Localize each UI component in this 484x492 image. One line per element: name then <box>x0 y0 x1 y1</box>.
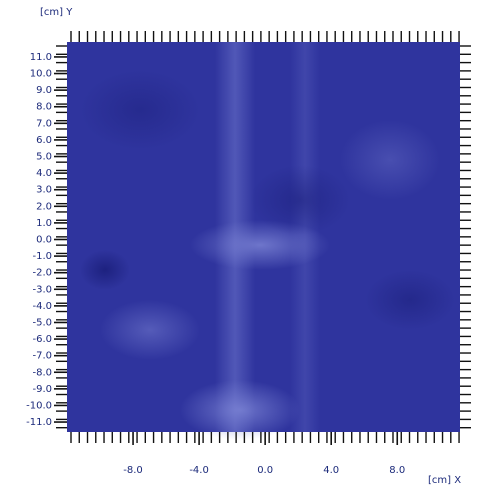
y-tick-label: -4.0 <box>32 301 52 312</box>
x-tick-label: -8.0 <box>123 465 143 476</box>
y-tick-label: 5.0 <box>36 152 52 163</box>
x-axis-label: [cm] X <box>428 475 461 486</box>
x-tick-label: -4.0 <box>189 465 209 476</box>
y-tick-label: -11.0 <box>26 417 52 428</box>
y-tick-label: -10.0 <box>26 400 52 411</box>
y-tick-label: 10.0 <box>30 69 52 80</box>
y-tick-label: -6.0 <box>32 334 52 345</box>
y-tick-label: 8.0 <box>36 102 52 113</box>
y-tick-label: 0.0 <box>36 234 52 245</box>
y-tick-label: 11.0 <box>30 52 52 63</box>
y-tick-label: 6.0 <box>36 135 52 146</box>
x-tick-label: 4.0 <box>323 465 339 476</box>
x-tick-label: 8.0 <box>389 465 405 476</box>
y-tick-label: -2.0 <box>32 268 52 279</box>
y-tick-label: -3.0 <box>32 284 52 295</box>
y-axis-label: [cm] Y <box>40 7 73 18</box>
y-tick-label: 3.0 <box>36 185 52 196</box>
y-tick-label: -7.0 <box>32 351 52 362</box>
y-tick-label: -9.0 <box>32 384 52 395</box>
y-tick-label: -1.0 <box>32 251 52 262</box>
y-tick-label: 2.0 <box>36 201 52 212</box>
y-tick-label: 1.0 <box>36 218 52 229</box>
heatmap-field <box>67 42 460 440</box>
y-tick-label: 4.0 <box>36 168 52 179</box>
y-tick-label: -8.0 <box>32 367 52 378</box>
y-tick-label: 7.0 <box>36 118 52 129</box>
x-tick-label: 0.0 <box>257 465 273 476</box>
y-tick-label: -5.0 <box>32 317 52 328</box>
y-tick-label: 9.0 <box>36 85 52 96</box>
